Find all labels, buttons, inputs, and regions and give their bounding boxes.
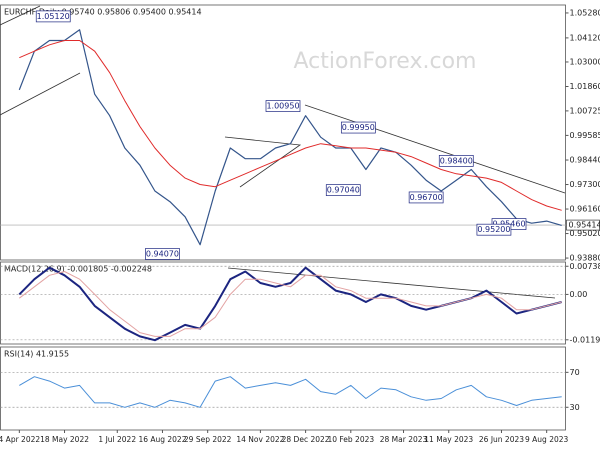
annotation-box	[35, 10, 71, 23]
y-tick-label: 0.99585	[570, 131, 600, 140]
x-tick-label: 28 Mar 2023	[380, 435, 428, 444]
x-tick-label: 29 Sep 2022	[184, 435, 232, 444]
x-tick-label: 1 Jul 2022	[98, 435, 136, 444]
series-line	[18, 29, 562, 246]
x-tick-label: 10 Feb 2023	[327, 435, 374, 444]
panel-title: MACD(12,26,9) -0.001805 -0.002248	[4, 265, 152, 274]
annotation-label: 0.99950	[342, 123, 375, 132]
y-tick-label: 1.00725	[570, 106, 600, 115]
price-panel	[0, 4, 566, 261]
y-tick-label: 0.007384	[570, 262, 600, 271]
annotation-box	[476, 223, 512, 236]
y-tick-label: 1.04120	[570, 33, 600, 42]
series-line	[18, 266, 562, 342]
y-tick-label: 1.01860	[570, 82, 600, 91]
y-tick-label: 70	[570, 368, 580, 377]
annotation-box	[145, 248, 180, 260]
annotation-box	[408, 191, 444, 204]
annotation-label: 0.94070	[146, 249, 179, 258]
y-tick-label: 1.05280	[570, 8, 600, 17]
rsi-panel	[0, 346, 566, 431]
annotation-box	[438, 155, 474, 167]
watermark: ActionForex.com	[294, 49, 477, 74]
x-tick-label: 16 Aug 2022	[138, 435, 186, 444]
panel-title: RSI(14) 41.9155	[4, 350, 69, 359]
annotation-label: 0.95200	[477, 225, 510, 234]
series-line	[18, 271, 562, 337]
x-tick-label: 28 Dec 2022	[282, 435, 330, 444]
x-tick-label: 11 May 2023	[424, 435, 473, 444]
panel-title: EURCHF,Daily 0.95740 0.95806 0.95400 0.9…	[4, 8, 202, 17]
annotation-box	[265, 100, 301, 112]
y-tick-label: 0.97300	[570, 180, 600, 189]
x-tick-label: 26 Jun 2023	[479, 435, 524, 444]
trend-line	[304, 104, 566, 194]
y-tick-label: 0.00	[570, 290, 588, 299]
y-tick-label: 0.96160	[570, 205, 600, 214]
series-line	[19, 40, 562, 211]
y-tick-label: 1.03000	[570, 57, 600, 66]
triangle-line	[224, 136, 302, 188]
channel-line	[0, 5, 41, 26]
y-tick-label: 30	[570, 403, 580, 412]
y-tick-label: 0.95020	[570, 229, 600, 238]
series-line	[19, 376, 562, 408]
annotation-box	[325, 184, 361, 196]
annotation-box	[340, 121, 376, 134]
macd-trend-line	[227, 267, 556, 299]
x-tick-label: 14 Nov 2022	[236, 435, 284, 444]
x-tick-label: 18 May 2022	[40, 435, 89, 444]
annotation-label: 1.00950	[266, 102, 299, 111]
last-price-label: 0.95414	[569, 221, 600, 230]
y-tick-label: 0.98440	[570, 156, 600, 165]
annotation-label: 0.97040	[327, 186, 360, 195]
annotation-label: 1.05120	[37, 12, 70, 21]
channel-line	[0, 72, 81, 116]
y-tick-label: 0.93880	[570, 254, 600, 263]
y-tick-label: -0.0119	[570, 335, 600, 344]
annotation-label: 0.98400	[440, 156, 473, 165]
annotation-label: 0.96700	[410, 193, 443, 202]
x-tick-label: 4 Apr 2022	[0, 435, 40, 444]
x-tick-label: 9 Aug 2023	[525, 435, 568, 444]
macd-panel	[0, 261, 566, 345]
